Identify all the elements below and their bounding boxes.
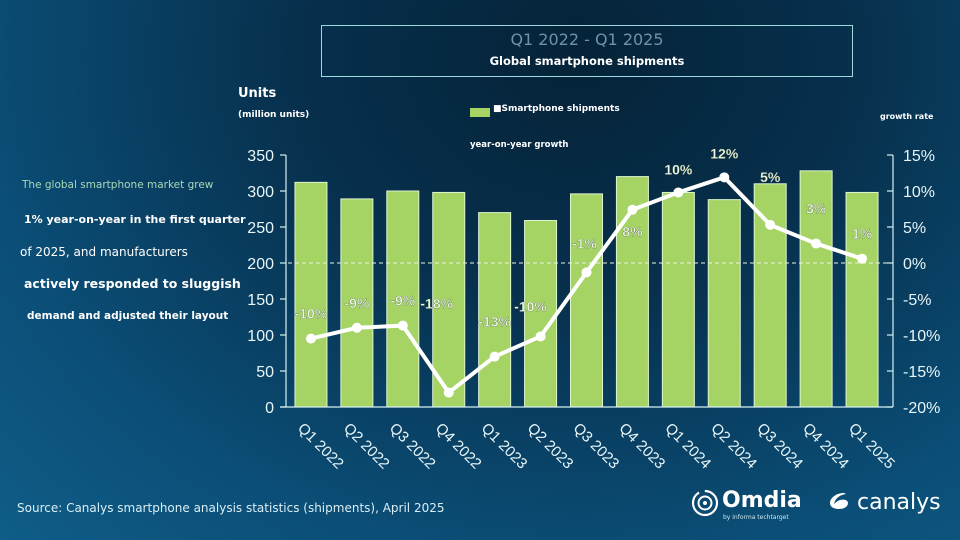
chart-title: Q1 2022 - Q1 2025 [510, 30, 664, 49]
side-text-line: of 2025, and manufacturers [20, 245, 188, 259]
right-axis-tick-label: -5% [903, 292, 931, 309]
bar [570, 193, 603, 408]
omdia-logo: Omdia by informa techtarget [690, 488, 802, 522]
growth-data-label: -10% [514, 298, 547, 314]
x-axis-category-label: Q1 2024 [662, 420, 715, 473]
growth-data-label: -9% [344, 295, 369, 311]
omdia-logo-icon [691, 489, 719, 517]
left-axis-title: Units [238, 86, 277, 101]
growth-point [673, 187, 684, 198]
growth-data-label: 10% [664, 161, 693, 177]
left-axis-tick-label: 350 [247, 148, 274, 165]
growth-data-label: 5% [760, 169, 781, 185]
x-axis-category-label: Q3 2022 [386, 420, 439, 473]
side-text-line: The global smartphone market grew [22, 179, 214, 191]
side-text-line: demand and adjusted their layout [27, 310, 229, 322]
growth-point [627, 204, 638, 215]
left-axis-tick-label: 100 [247, 328, 274, 345]
growth-data-label: 3% [806, 201, 827, 217]
canalys-logo: canalys [828, 490, 941, 515]
growth-point [489, 351, 500, 362]
bar [478, 212, 512, 408]
left-axis-tick-label: 250 [247, 220, 274, 237]
chart-subtitle: Global smartphone shipments [489, 54, 685, 68]
growth-point [535, 331, 546, 342]
source-note: Source: Canalys smartphone analysis stat… [17, 501, 445, 515]
side-text-line: actively responded to sluggish [24, 276, 241, 291]
side-text-line: 1% year-on-year in the first quarter [24, 213, 246, 226]
left-axis-tick-label: 150 [247, 292, 274, 309]
left-axis-unit: (million units) [238, 110, 310, 120]
left-axis-tick-label: 50 [256, 364, 274, 381]
growth-data-label: -13% [478, 314, 511, 330]
growth-point [581, 267, 592, 278]
chart-title-box: Q1 2022 - Q1 2025 Global smartphone ship… [321, 25, 853, 77]
left-axis-tick-label: 300 [247, 184, 274, 201]
x-axis-category-label: Q1 2023 [478, 420, 531, 473]
right-axis-tick-label: 10% [903, 184, 935, 201]
bar [753, 183, 787, 408]
growth-point [397, 320, 408, 331]
growth-data-label: -9% [390, 293, 415, 309]
growth-point [351, 322, 362, 333]
right-axis-tick-label: -15% [903, 364, 940, 381]
growth-point [811, 238, 822, 249]
x-axis-category-label: Q1 2022 [294, 420, 347, 473]
growth-data-label: -1% [572, 235, 597, 251]
left-axis-tick-label: 200 [247, 256, 274, 273]
right-axis-title: growth rate [880, 112, 934, 121]
canalys-logo-icon [830, 493, 848, 509]
x-axis-category-label: Q1 2025 [845, 420, 898, 473]
growth-point [857, 253, 868, 264]
bar [845, 191, 879, 408]
right-axis-tick-label: 5% [903, 220, 926, 237]
bar [340, 198, 374, 408]
legend-bar-label: ■Smartphone shipments [493, 104, 620, 114]
growth-data-label: 1% [852, 226, 873, 242]
x-axis-category-label: Q2 2024 [707, 420, 760, 473]
x-axis-category-label: Q3 2024 [753, 420, 806, 473]
x-axis-category-label: Q3 2023 [570, 420, 623, 473]
growth-point [765, 219, 776, 230]
x-axis-category-label: Q4 2024 [799, 420, 852, 473]
omdia-logo-text: Omdia [722, 488, 802, 513]
growth-data-label: -18% [420, 296, 453, 312]
bar [386, 190, 420, 408]
growth-point [719, 172, 730, 183]
legend-line-label: year-on-year growth [470, 140, 569, 150]
growth-data-label: 12% [710, 145, 739, 161]
left-axis-tick-label: 0 [265, 400, 274, 417]
x-axis-category-label: Q2 2023 [524, 420, 577, 473]
growth-data-label: -10% [295, 306, 328, 322]
bar [799, 170, 833, 408]
x-axis-category-label: Q2 2022 [340, 420, 393, 473]
legend-bar-swatch [470, 108, 490, 117]
canalys-logo-text: canalys [857, 490, 941, 515]
right-axis-tick-label: 15% [903, 148, 935, 165]
omdia-logo-byline: by informa techtarget [723, 514, 789, 521]
x-axis-category-label: Q4 2022 [432, 420, 485, 473]
growth-data-label: 8% [622, 224, 643, 240]
right-axis-tick-label: -20% [903, 400, 940, 417]
bar [294, 181, 328, 408]
growth-point [443, 387, 454, 398]
bar [707, 199, 741, 408]
right-axis-tick-label: 0% [903, 256, 926, 273]
bar [432, 191, 466, 408]
right-axis-tick-label: -10% [903, 328, 940, 345]
growth-point [305, 333, 316, 344]
x-axis-category-label: Q4 2023 [616, 420, 669, 473]
bar [661, 191, 695, 408]
